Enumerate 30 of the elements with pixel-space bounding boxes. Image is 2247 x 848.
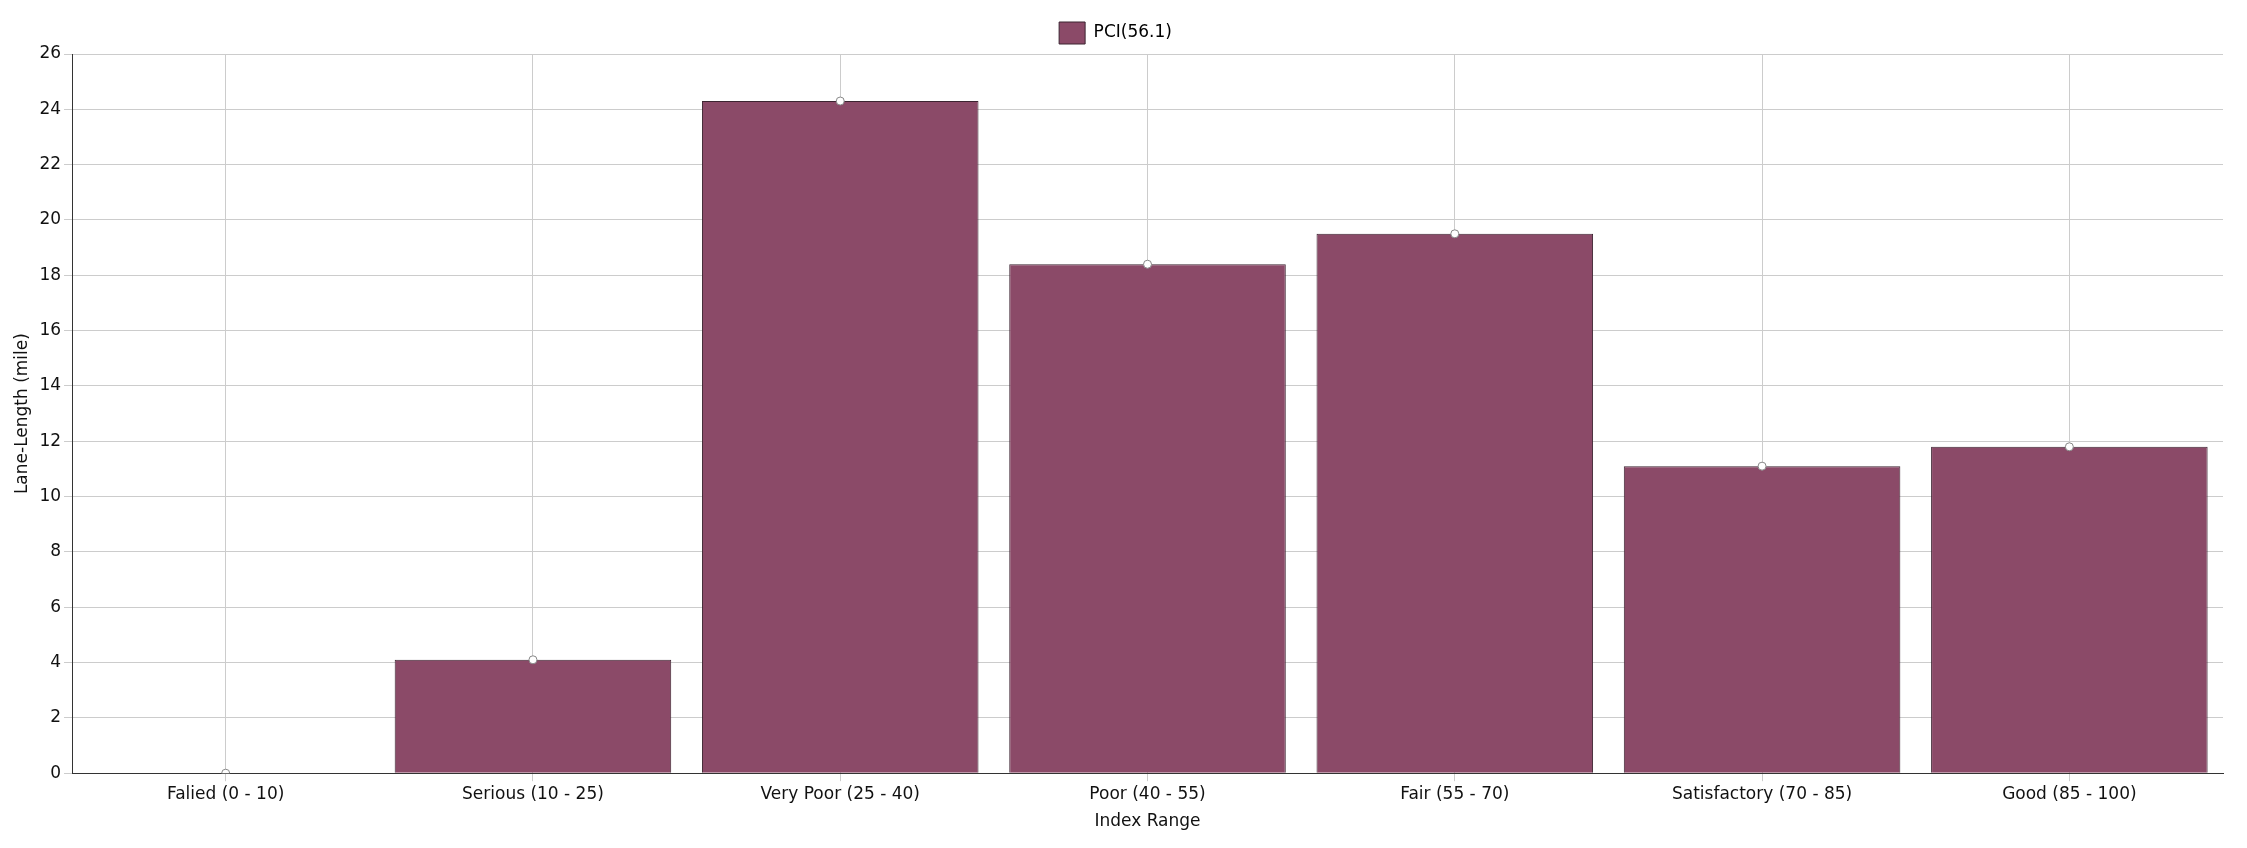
x-tick-label: Fair (55 - 70) [1400, 782, 1510, 803]
y-tick-label: 14 [39, 374, 62, 395]
y-tick-label: 0 [50, 761, 62, 782]
y-tick-label: 18 [39, 263, 62, 284]
y-axis-title: Lane-Length (mile) [10, 333, 31, 495]
y-tick-label: 2 [50, 706, 62, 727]
x-tick-label: Good (85 - 100) [2002, 782, 2137, 803]
x-tick-label: Very Poor (25 - 40) [760, 782, 921, 803]
y-tick-label: 10 [39, 485, 62, 506]
point [2064, 442, 2074, 452]
y-tick-label: 26 [39, 42, 62, 63]
point [1450, 229, 1460, 239]
point [528, 655, 538, 665]
x-tick-label: Serious (10 - 25) [462, 782, 604, 803]
x-tick-label: Poor (40 - 55) [1089, 782, 1206, 803]
point [835, 96, 845, 106]
y-tick-label: 22 [39, 153, 62, 174]
point [1143, 259, 1153, 269]
y-tick-label: 6 [50, 595, 62, 616]
y-tick-label: 4 [50, 650, 62, 671]
x-tick-label: Satisfactory (70 - 85) [1671, 782, 1853, 803]
x-tick-label: Falied (0 - 10) [166, 782, 285, 803]
y-tick-label: 8 [50, 540, 62, 561]
x-axis-title: Index Range [1094, 810, 1201, 831]
legend-label: PCI(56.1) [1093, 21, 1172, 42]
y-tick-label: 16 [39, 319, 62, 340]
y-tick-label: 24 [39, 97, 62, 118]
y-tick-label: 12 [39, 429, 62, 450]
y-tick-label: 20 [39, 208, 62, 229]
point [1757, 461, 1767, 471]
